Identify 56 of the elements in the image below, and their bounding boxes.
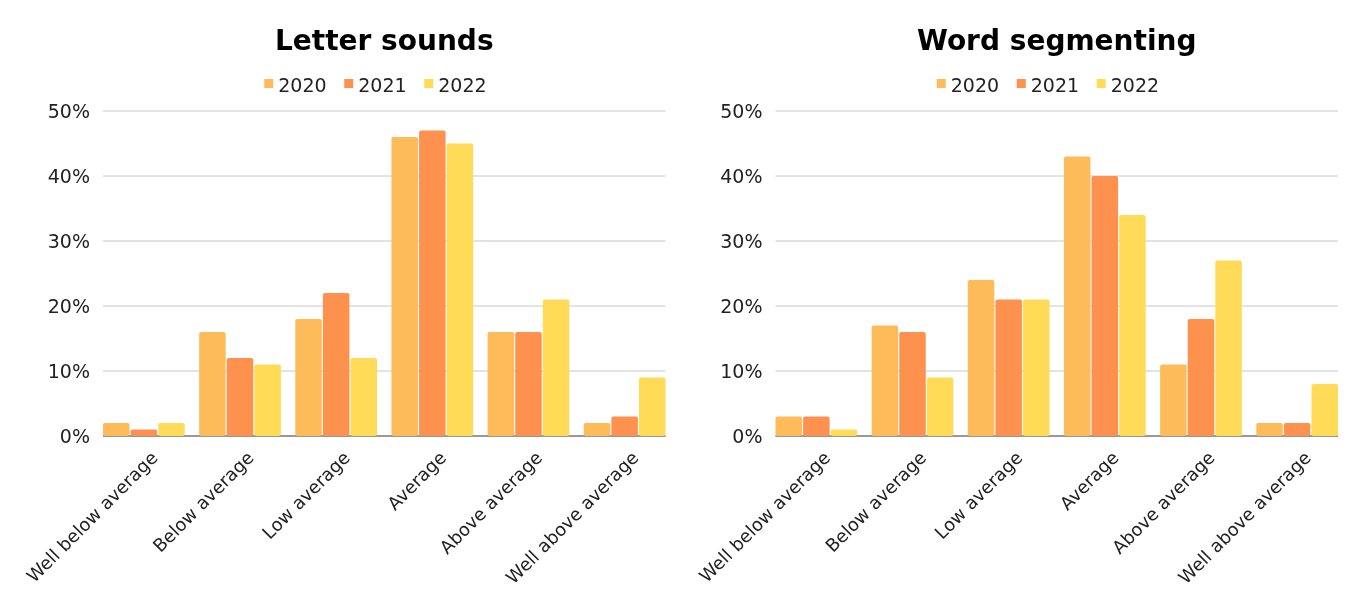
- bar: [350, 358, 378, 436]
- bar: [254, 364, 281, 436]
- bar: [130, 429, 158, 436]
- bar: [158, 423, 185, 436]
- bar: [226, 358, 254, 436]
- bar: [1023, 299, 1050, 436]
- bar: [1091, 176, 1119, 436]
- bar: [611, 416, 638, 436]
- bar: [775, 416, 803, 436]
- y-tick-label: 10%: [720, 359, 763, 382]
- bar: [295, 319, 322, 436]
- bar: [899, 332, 926, 436]
- bar: [1119, 215, 1146, 436]
- chart-title: Word segmenting: [917, 24, 1197, 57]
- bar: [419, 130, 446, 436]
- legend-label: 2021: [1030, 73, 1080, 96]
- chart-title: Letter sounds: [274, 24, 494, 57]
- bar: [1215, 260, 1242, 436]
- bar: [1187, 319, 1215, 436]
- legend-label: 2022: [1110, 73, 1160, 96]
- y-tick-label: 20%: [47, 294, 90, 317]
- bar: [1311, 384, 1338, 436]
- legend-label: 2022: [438, 73, 487, 96]
- bar: [322, 293, 350, 436]
- bar: [1160, 364, 1187, 436]
- bar: [803, 416, 830, 436]
- bar: [967, 280, 995, 436]
- bar: [871, 325, 899, 436]
- y-tick-label: 50%: [47, 99, 90, 122]
- y-tick-label: 20%: [720, 294, 763, 317]
- bar: [583, 423, 611, 436]
- legend-label: 2021: [358, 73, 407, 96]
- bar: [103, 423, 130, 436]
- legend-label: 2020: [278, 73, 327, 96]
- bar: [542, 299, 570, 436]
- y-tick-label: 10%: [47, 359, 90, 382]
- y-tick-label: 40%: [47, 164, 90, 187]
- y-tick-label: 40%: [720, 164, 763, 187]
- bar: [830, 429, 858, 436]
- y-tick-label: 50%: [720, 99, 763, 122]
- bar: [487, 332, 515, 436]
- y-tick-label: 30%: [47, 229, 90, 252]
- bar: [995, 299, 1022, 436]
- bar: [1256, 423, 1283, 436]
- bar: [199, 332, 226, 436]
- bar: [1283, 423, 1311, 436]
- bar: [926, 377, 954, 436]
- bar: [391, 137, 418, 436]
- bar: [638, 377, 666, 436]
- legend-label: 2020: [950, 73, 1000, 96]
- y-tick-label: 30%: [720, 229, 763, 252]
- bar: [515, 332, 542, 436]
- y-tick-label: 0%: [59, 424, 90, 447]
- y-tick-label: 0%: [732, 424, 763, 447]
- bar: [1063, 156, 1091, 436]
- bar: [446, 143, 474, 436]
